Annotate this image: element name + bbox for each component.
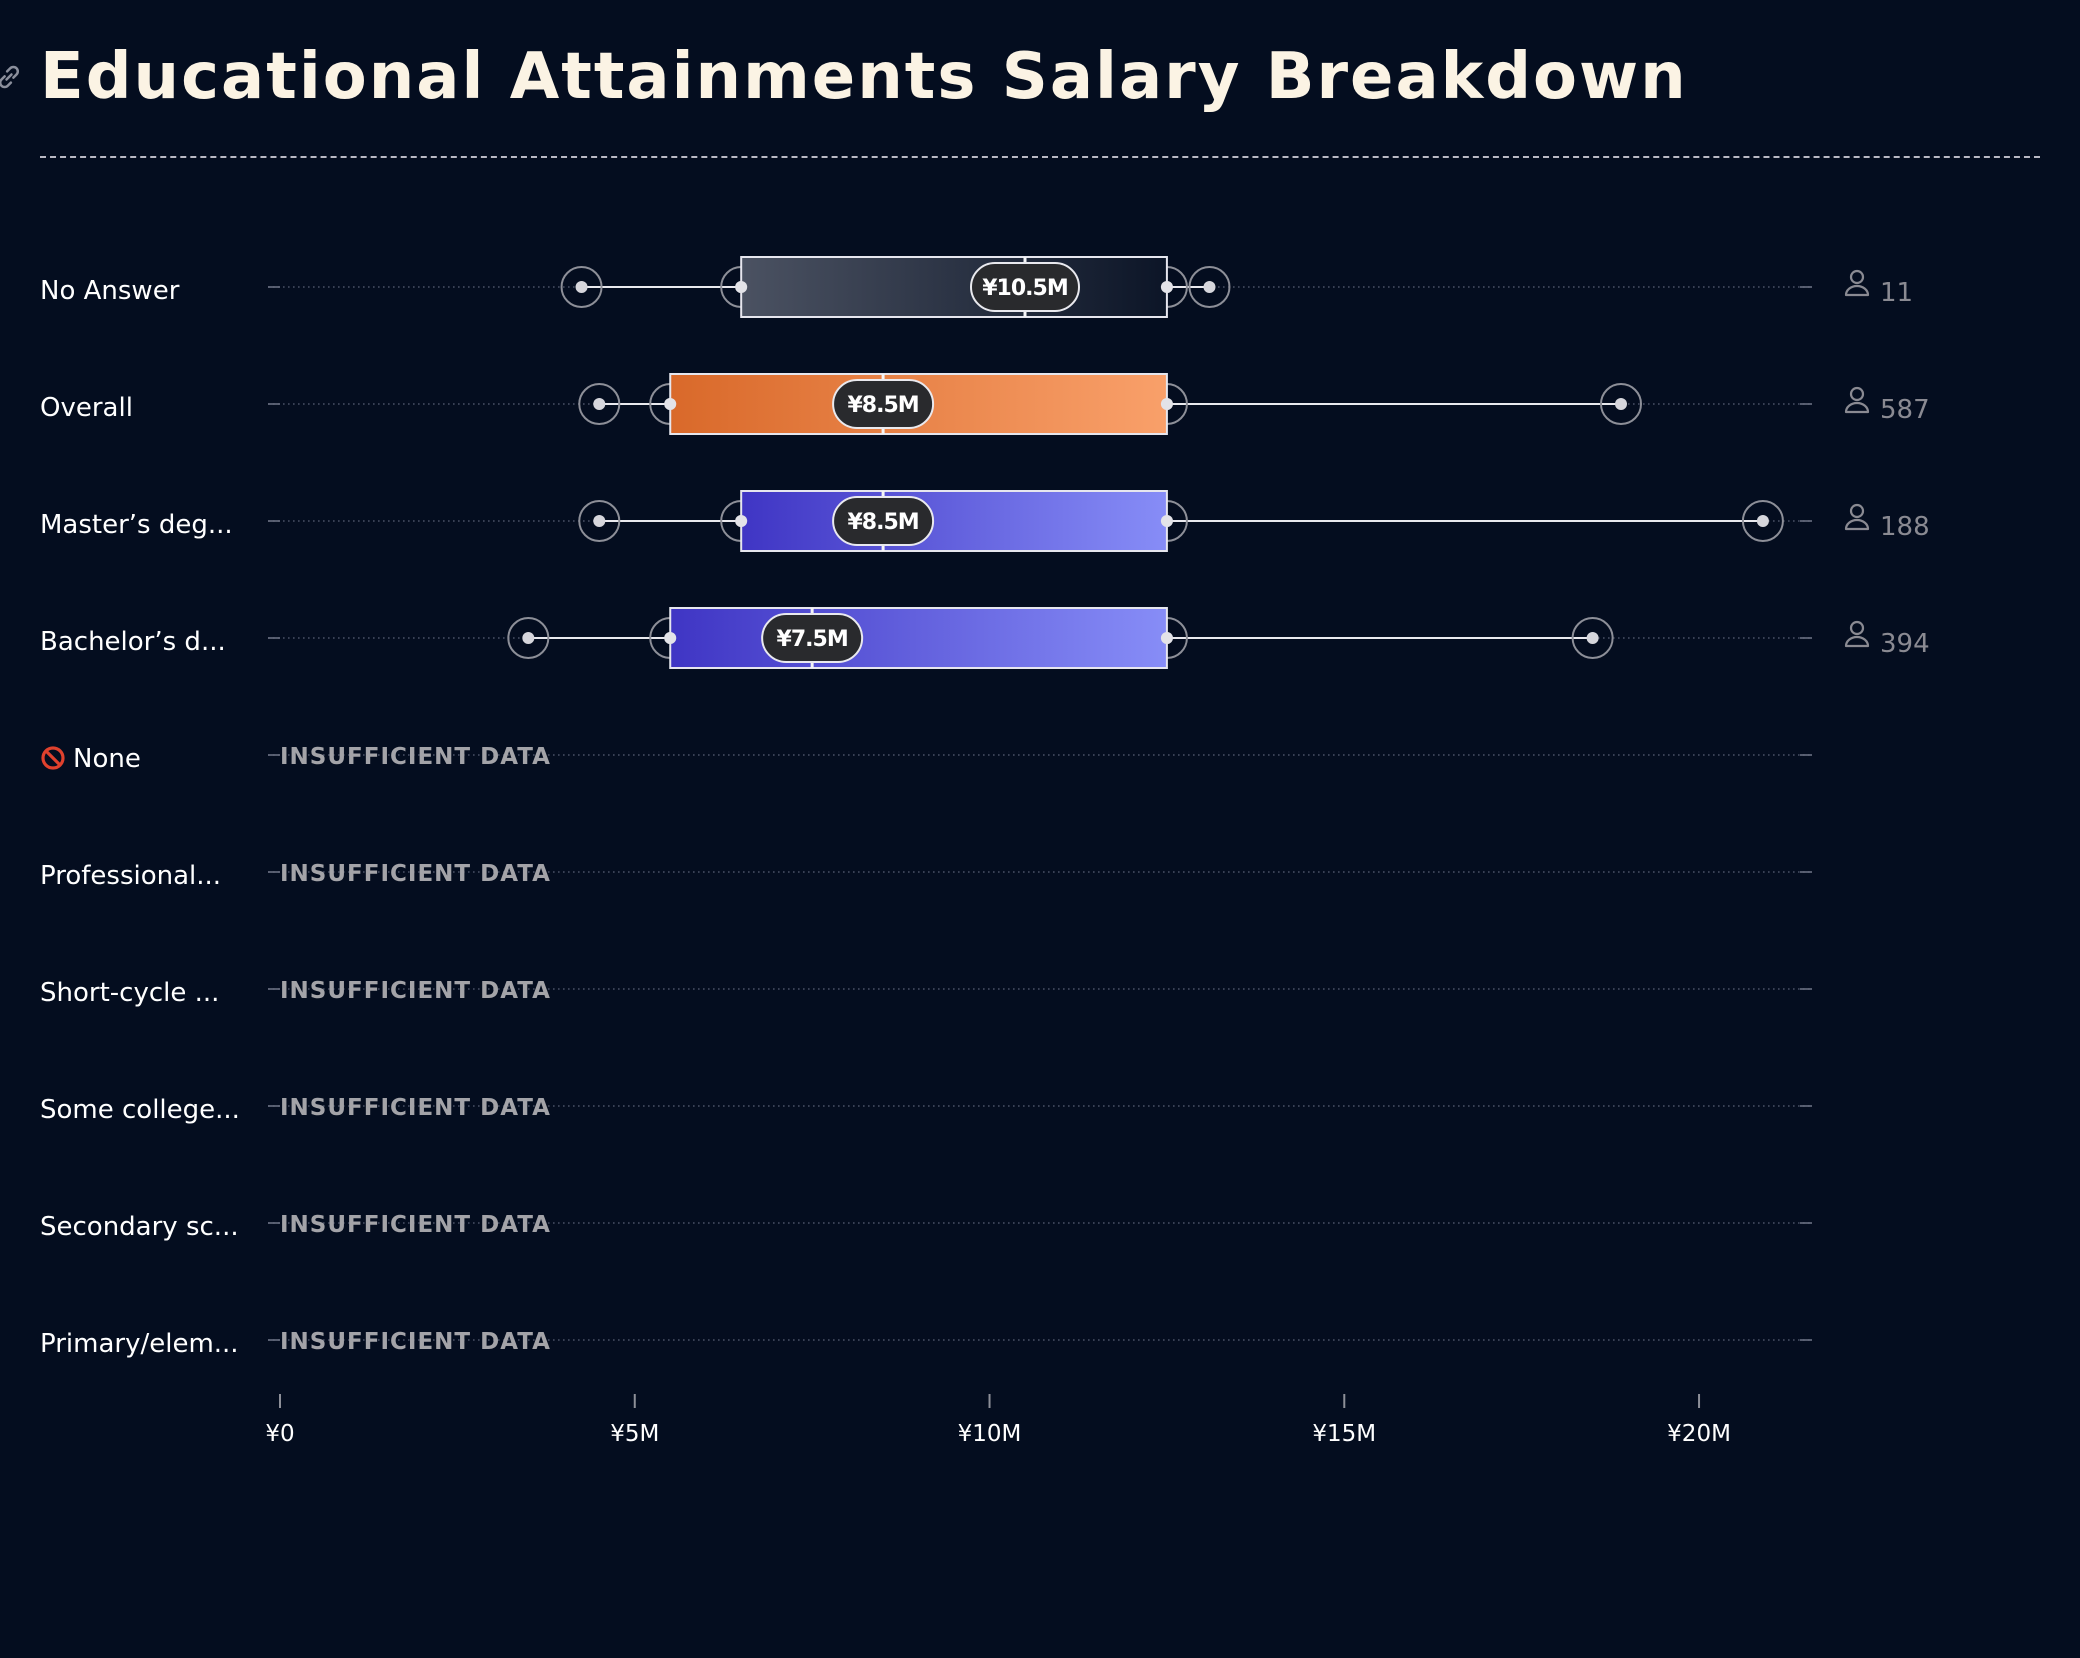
respondent-count: 11	[1880, 278, 1913, 308]
insufficient-row: Short-cycle ... INSUFFICIENT DATA	[40, 978, 1812, 1008]
title-row: Educational Attainments Salary Breakdown	[0, 30, 2080, 140]
insufficient-data-label: INSUFFICIENT DATA	[280, 978, 551, 1004]
whisker-min-marker	[578, 383, 621, 425]
x-tick-label: ¥20M	[1667, 1421, 1731, 1447]
person-icon	[1844, 503, 1870, 531]
median-label: ¥10.5M	[982, 276, 1067, 301]
row-label: Professional...	[40, 861, 221, 891]
whisker-min-marker	[560, 266, 603, 308]
insufficient-row: Some college... INSUFFICIENT DATA	[40, 1095, 1812, 1125]
insufficient-data-label: INSUFFICIENT DATA	[280, 744, 551, 770]
insufficient-data-label: INSUFFICIENT DATA	[280, 1095, 551, 1121]
row-label: Short-cycle ...	[40, 978, 219, 1008]
insufficient-data-label: INSUFFICIENT DATA	[280, 1329, 551, 1355]
whisker-max-marker	[1571, 617, 1614, 659]
page-title: Educational Attainments Salary Breakdown	[40, 40, 1688, 114]
whisker-max-marker	[1188, 266, 1231, 308]
row-label: Overall	[40, 393, 133, 423]
row-label: Some college...	[40, 1095, 240, 1125]
respondent-count: 587	[1880, 395, 1930, 425]
boxplot-row: No Answer ¥10.5M 11	[40, 256, 1913, 318]
insufficient-row: Secondary sc... INSUFFICIENT DATA	[40, 1212, 1812, 1242]
median-pill	[761, 613, 864, 663]
person-icon	[1844, 269, 1870, 297]
median-label: ¥8.5M	[848, 393, 919, 418]
row-label: Master’s deg...	[40, 510, 233, 540]
person-icon	[1844, 386, 1870, 414]
whisker-max-marker	[1600, 383, 1642, 425]
median-pill	[832, 496, 935, 546]
iqr-box	[740, 256, 1168, 318]
x-tick-label: ¥5M	[610, 1421, 659, 1447]
x-tick-label: ¥10M	[958, 1421, 1022, 1447]
row-label: No Answer	[40, 276, 180, 306]
title-divider	[40, 156, 2040, 158]
insufficient-data-label: INSUFFICIENT DATA	[280, 861, 551, 887]
boxplot-row: Overall ¥8.5M 587	[40, 373, 1930, 435]
q1-dot	[735, 515, 748, 527]
row-label: Primary/elem...	[40, 1329, 239, 1359]
insufficient-row: None INSUFFICIENT DATA	[41, 744, 1812, 774]
median-label: ¥7.5M	[777, 627, 848, 652]
q3-dot	[1160, 515, 1173, 527]
median-label: ¥8.5M	[848, 510, 919, 535]
q3-dot	[1160, 281, 1173, 293]
x-tick-label: ¥15M	[1312, 1421, 1376, 1447]
insufficient-data-label: INSUFFICIENT DATA	[280, 1212, 551, 1238]
whisker-min-marker	[507, 617, 550, 659]
q3-dot	[1160, 398, 1173, 410]
prohibited-icon	[41, 746, 65, 770]
whisker-min-marker	[578, 500, 621, 542]
row-label: None	[73, 744, 141, 774]
median-pill	[970, 262, 1080, 312]
link-icon[interactable]	[0, 62, 24, 92]
q3-dot	[1160, 632, 1173, 644]
q1-dot	[735, 281, 748, 293]
insufficient-row: Primary/elem... INSUFFICIENT DATA	[40, 1329, 1812, 1359]
row-label: Bachelor’s d...	[40, 627, 226, 657]
boxplot-row: Bachelor’s d... ¥7.5M 394	[40, 607, 1930, 669]
q1-dot	[664, 398, 677, 410]
insufficient-row: Professional... INSUFFICIENT DATA	[40, 861, 1812, 891]
respondent-count: 394	[1880, 629, 1930, 659]
boxplot-row: Master’s deg... ¥8.5M 188	[40, 490, 1930, 552]
respondent-count: 188	[1880, 512, 1930, 542]
x-tick-label: ¥0	[265, 1421, 294, 1447]
iqr-box	[669, 607, 1168, 669]
person-icon	[1844, 620, 1870, 648]
row-label: Secondary sc...	[40, 1212, 239, 1242]
q1-dot	[664, 632, 677, 644]
x-axis: ¥0 ¥5M ¥10M ¥15M ¥20M	[265, 1394, 1731, 1447]
iqr-box	[740, 490, 1168, 552]
whisker-max-marker	[1741, 500, 1784, 542]
median-pill	[832, 379, 935, 429]
